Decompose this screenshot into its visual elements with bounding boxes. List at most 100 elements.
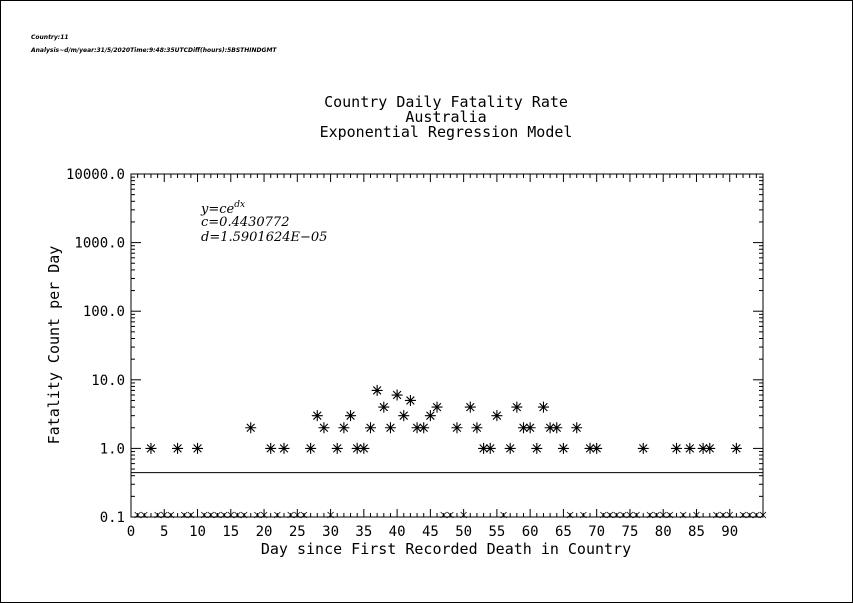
zero-day-marker [167,511,175,519]
zero-day-marker [759,511,767,519]
zero-day-marker [294,511,301,519]
x-tick-label: 80 [655,524,672,540]
zero-day-marker [134,511,141,519]
zero-day-marker [739,511,747,519]
y-tick-label: 0.1 [100,510,125,526]
zero-day-marker [260,511,268,519]
data-point [511,401,523,413]
zero-day-marker [447,511,454,519]
data-point [378,401,390,413]
data-point [245,422,257,434]
y-tick-label: 10000.0 [66,167,125,183]
x-tick-label: 90 [721,524,738,540]
chart-title: Country Daily Fatality Rate [324,93,568,111]
data-point [424,410,436,422]
data-point [418,422,430,434]
y-axis-label: Fatality Count per Day [45,246,63,445]
data-point [311,410,323,422]
data-point [697,442,709,454]
zero-day-marker [187,511,195,519]
data-point [338,422,350,434]
data-point [404,394,416,406]
plot-area: 0 5 10 15 20 25 30 35 40 45 50 55 60 65 70 75 80 85 90 0.1… [66,167,767,540]
zero-day-marker [713,511,720,519]
data-point [305,442,317,454]
data-point [391,389,403,401]
x-tick-label: 75 [622,524,639,540]
zero-day-marker [214,511,221,519]
zero-day-marker [646,511,654,519]
zero-day-marker [141,511,148,519]
data-point [265,442,277,454]
zero-day-marker [154,511,161,519]
zero-day-marker [440,511,447,519]
zero-day-marker [200,511,208,519]
zero-day-marker [500,511,507,519]
zero-day-marker [679,511,687,519]
zero-day-marker [566,511,574,519]
data-point [471,422,483,434]
zero-day-marker [207,511,215,519]
x-tick-label: 5 [160,524,168,540]
x-tick-label: 55 [488,524,505,540]
zero-day-marker [606,511,614,519]
data-point [172,442,184,454]
x-axis-label: Day since First Recorded Death in Countr… [261,540,631,558]
data-point [351,442,363,454]
data-point [464,401,476,413]
chart-model-name: Exponential Regression Model [320,123,573,141]
data-point [478,442,490,454]
data-point [684,442,696,454]
data-point [145,442,157,454]
zero-day-marker [666,511,674,519]
data-point [531,442,543,454]
header-country-label: Country:11 [31,34,69,41]
data-point [704,442,716,454]
data-point [491,410,503,422]
zero-day-marker [227,511,235,519]
zero-day-marker [719,511,727,519]
data-point [544,422,556,434]
x-tick-label: 25 [289,524,306,540]
data-point [331,442,343,454]
data-point [637,442,649,454]
data-point [730,442,742,454]
data-point [504,442,516,454]
data-point [398,410,410,422]
x-tick-label: 45 [422,524,439,540]
data-point [584,442,596,454]
equation-d-value: d=1.5901624E−05 [201,230,327,245]
zero-day-marker [274,511,281,519]
data-point [364,422,376,434]
zero-day-marker [753,511,760,519]
y-tick-label: 1000.0 [74,236,125,252]
data-point [518,422,530,434]
zero-day-marker [580,511,587,519]
equation-c-value: c=0.4430772 [201,215,289,230]
zero-day-marker [633,511,640,519]
zero-day-marker [234,511,241,519]
data-point [451,422,463,434]
equation-formula: y=cedx [200,200,245,217]
data-point [571,422,583,434]
zero-day-marker [254,511,261,519]
x-tick-label: 30 [322,524,339,540]
data-point [551,422,563,434]
y-axis: 0.1 1.0 10.0 100.0 1000.0 10000.0 [66,167,763,526]
data-point [524,422,536,434]
data-point [591,442,603,454]
data-point [384,422,396,434]
data-point [557,442,569,454]
zero-day-markers [134,511,767,519]
x-tick-label: 85 [688,524,705,540]
zero-day-marker [240,511,248,519]
x-tick-label: 20 [256,524,273,540]
zero-day-marker [460,511,467,519]
x-tick-label: 0 [127,524,135,540]
header-analysis-label: Analysis~d/m/year:31/5/2020Time:9:48:35U… [31,47,277,54]
y-tick-label: 1.0 [100,441,125,457]
data-point [671,442,683,454]
data-point [358,442,370,454]
zero-day-marker [613,511,620,519]
